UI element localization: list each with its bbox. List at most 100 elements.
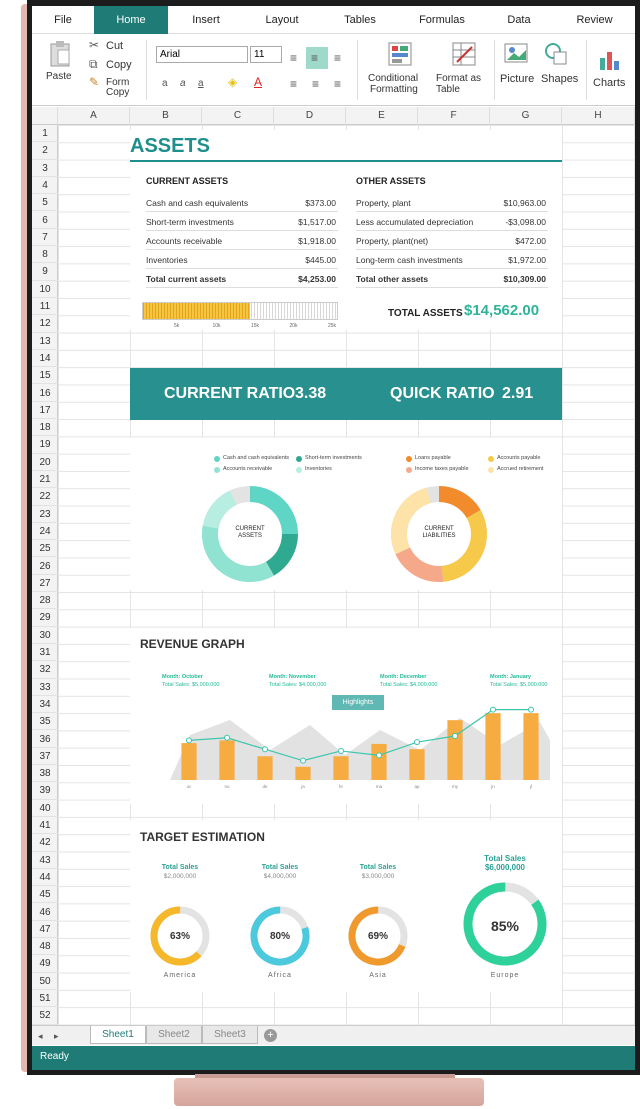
column-b[interactable]: B: [130, 107, 202, 125]
row-header-7[interactable]: 7: [32, 229, 58, 247]
row-header-8[interactable]: 8: [32, 246, 58, 264]
format-as-table-label-2[interactable]: Table: [436, 84, 460, 95]
sheet-tab-2[interactable]: Sheet2: [146, 1026, 202, 1044]
row-header-4[interactable]: 4: [32, 177, 58, 195]
scissors-icon[interactable]: ✂: [89, 38, 100, 52]
row-header-5[interactable]: 5: [32, 194, 58, 212]
row-header-52[interactable]: 52: [32, 1007, 58, 1025]
cut-button[interactable]: Cut: [106, 40, 124, 52]
tab-tables[interactable]: Tables: [344, 14, 376, 26]
tab-data[interactable]: Data: [507, 14, 531, 26]
row-header-1[interactable]: 1: [32, 125, 58, 143]
row-header-26[interactable]: 26: [32, 558, 58, 575]
row-header-40[interactable]: 40: [32, 800, 58, 817]
column-g[interactable]: G: [490, 107, 562, 125]
paste-button[interactable]: Paste: [42, 38, 78, 96]
row-header-42[interactable]: 42: [32, 834, 58, 852]
row-header-3[interactable]: 3: [32, 160, 58, 177]
select-all-corner[interactable]: [32, 107, 58, 125]
tab-layout[interactable]: Layout: [265, 14, 299, 26]
row-header-12[interactable]: 12: [32, 315, 58, 333]
column-e[interactable]: E: [346, 107, 418, 125]
add-sheet-icon[interactable]: +: [264, 1029, 277, 1042]
row-header-29[interactable]: 29: [32, 609, 58, 627]
tab-home[interactable]: Home: [94, 6, 168, 34]
shapes-button[interactable]: Shapes: [541, 73, 579, 85]
font-family-select[interactable]: Arial: [156, 46, 248, 63]
conditional-formatting-icon[interactable]: [388, 42, 414, 66]
highlights-badge[interactable]: Highlights: [332, 695, 384, 710]
tab-insert[interactable]: Insert: [192, 14, 220, 26]
font-color-icon[interactable]: A: [254, 75, 263, 89]
row-header-36[interactable]: 36: [32, 731, 58, 748]
format-copy-button[interactable]: Form Copy: [106, 77, 130, 98]
italic-icon[interactable]: a: [180, 78, 186, 89]
format-as-table-icon[interactable]: [452, 42, 478, 66]
row-header-48[interactable]: 48: [32, 938, 58, 956]
row-header-13[interactable]: 13: [32, 333, 58, 350]
row-header-41[interactable]: 41: [32, 817, 58, 835]
column-a[interactable]: A: [58, 107, 130, 125]
row-header-35[interactable]: 35: [32, 713, 58, 731]
column-h[interactable]: H: [562, 107, 635, 125]
align-left-icon[interactable]: ≡: [290, 77, 298, 91]
row-header-6[interactable]: 6: [32, 212, 58, 229]
tab-review[interactable]: Review: [576, 14, 613, 26]
align-middle-button[interactable]: ≡: [306, 47, 328, 69]
row-header-38[interactable]: 38: [32, 765, 58, 783]
next-sheet-icon[interactable]: ▸: [54, 1031, 59, 1041]
conditional-formatting-label-2[interactable]: Formatting: [370, 84, 418, 95]
row-header-47[interactable]: 47: [32, 921, 58, 939]
row-header-19[interactable]: 19: [32, 436, 58, 454]
align-bottom-icon[interactable]: ≡: [334, 51, 342, 65]
sheet-tab-1[interactable]: Sheet1: [90, 1026, 146, 1044]
row-header-31[interactable]: 31: [32, 644, 58, 662]
row-header-27[interactable]: 27: [32, 575, 58, 593]
row-header-14[interactable]: 14: [32, 350, 58, 368]
tab-file[interactable]: File: [54, 14, 72, 26]
column-d[interactable]: D: [274, 107, 346, 125]
align-top-icon[interactable]: ≡: [290, 51, 298, 65]
row-header-16[interactable]: 16: [32, 385, 58, 402]
row-header-32[interactable]: 32: [32, 661, 58, 679]
font-size-select[interactable]: 11: [250, 46, 282, 63]
align-right-icon[interactable]: ≡: [334, 77, 342, 91]
sheet-tab-3[interactable]: Sheet3: [202, 1026, 258, 1044]
shapes-icon[interactable]: [544, 42, 570, 66]
picture-icon[interactable]: [504, 42, 530, 66]
row-header-43[interactable]: 43: [32, 852, 58, 869]
row-header-46[interactable]: 46: [32, 904, 58, 921]
row-header-23[interactable]: 23: [32, 506, 58, 523]
row-header-24[interactable]: 24: [32, 523, 58, 541]
row-header-34[interactable]: 34: [32, 696, 58, 714]
tab-formulas[interactable]: Formulas: [419, 14, 465, 26]
column-f[interactable]: F: [418, 107, 490, 125]
prev-sheet-icon[interactable]: ◂: [38, 1031, 43, 1041]
row-header-9[interactable]: 9: [32, 263, 58, 281]
conditional-formatting-label-1[interactable]: Conditional: [368, 73, 419, 84]
row-header-44[interactable]: 44: [32, 869, 58, 887]
picture-button[interactable]: Picture: [500, 73, 535, 85]
row-header-30[interactable]: 30: [32, 627, 58, 644]
copy-icon[interactable]: ⧉: [89, 57, 98, 71]
row-header-28[interactable]: 28: [32, 592, 58, 610]
row-header-51[interactable]: 51: [32, 990, 58, 1008]
row-header-15[interactable]: 15: [32, 367, 58, 385]
row-header-22[interactable]: 22: [32, 488, 58, 506]
row-header-25[interactable]: 25: [32, 540, 58, 558]
column-c[interactable]: C: [202, 107, 274, 125]
row-header-18[interactable]: 18: [32, 419, 58, 437]
row-header-37[interactable]: 37: [32, 748, 58, 766]
copy-button[interactable]: Copy: [106, 59, 132, 71]
charts-icon[interactable]: [597, 48, 623, 72]
row-header-11[interactable]: 11: [32, 298, 58, 316]
format-painter-icon[interactable]: ✎: [89, 75, 100, 89]
row-header-45[interactable]: 45: [32, 886, 58, 904]
row-header-21[interactable]: 21: [32, 471, 58, 489]
row-header-39[interactable]: 39: [32, 782, 58, 800]
row-header-2[interactable]: 2: [32, 142, 58, 160]
format-as-table-label-1[interactable]: Format as: [436, 73, 482, 84]
row-header-50[interactable]: 50: [32, 973, 58, 990]
align-center-icon[interactable]: ≡: [312, 77, 320, 91]
row-header-17[interactable]: 17: [32, 402, 58, 420]
